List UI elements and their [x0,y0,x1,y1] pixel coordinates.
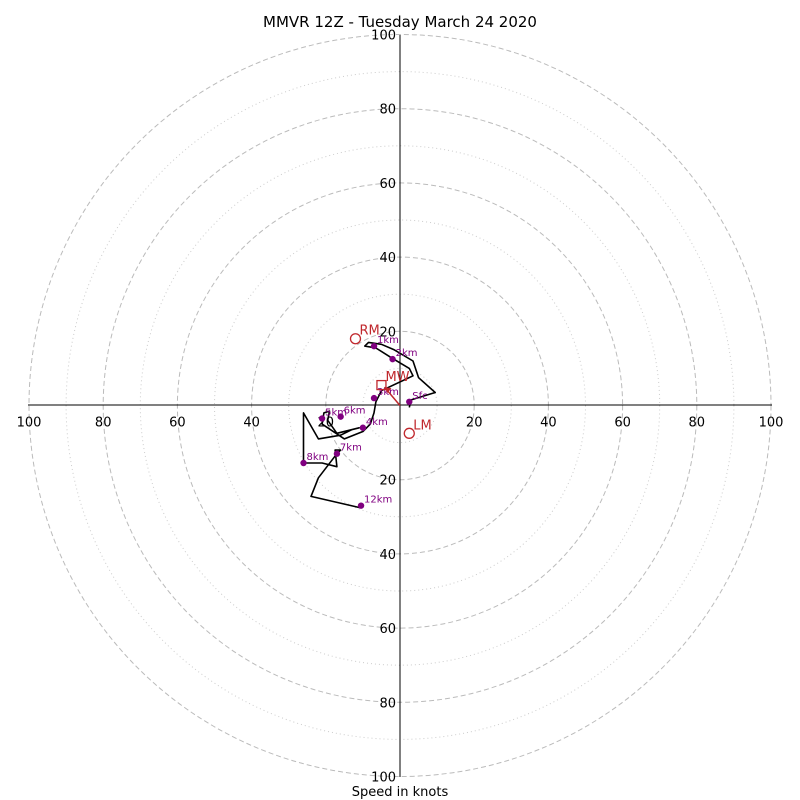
storm-motion-marker-LM [403,427,415,439]
height-point-4km [359,424,367,431]
height-label-7km: 7km [340,443,362,454]
tick-top-20: 20 [379,325,396,340]
tick-right-80: 80 [689,416,706,431]
height-point-12km [357,502,365,509]
height-point-Sfc [406,398,413,405]
tick-right-100: 100 [759,416,784,431]
height-point-1km [370,342,378,350]
tick-bottom-80: 80 [379,696,396,711]
tick-top-80: 80 [379,103,396,118]
height-label-Sfc: Sfc [412,391,427,402]
height-label-4km: 4km [366,417,388,428]
height-point-5km [318,415,326,422]
height-label-8km: 8km [307,452,329,463]
tick-bottom-20: 20 [379,474,396,489]
tick-left-100: 100 [17,416,42,431]
storm-motion-label-LM: LM [413,418,431,433]
tick-top-40: 40 [379,251,396,266]
height-label-6km: 6km [344,406,366,417]
tick-right-40: 40 [540,416,557,431]
height-point-2km [389,355,396,363]
height-point-6km [337,413,344,420]
tick-left-60: 60 [169,416,186,431]
chart-title: MMVR 12Z - Tuesday March 24 2020 [263,13,537,31]
height-label-5km: 5km [325,407,347,418]
height-label-3km: 3km [377,387,399,398]
storm-motion-marker-MW [376,379,387,391]
storm-motion-label-RM: RM [359,324,379,339]
height-point-3km [370,394,378,402]
height-point-7km [333,450,341,457]
x-axis-label: Speed in knots [352,785,449,800]
height-label-1km: 1km [377,335,399,346]
tick-left-80: 80 [95,416,112,431]
height-label-2km: 2km [396,348,418,359]
height-label-12km: 12km [364,495,392,506]
tick-top-60: 60 [379,177,396,192]
axes [28,35,772,777]
tick-bottom-60: 60 [379,622,396,637]
height-point-8km [300,459,307,467]
tick-right-20: 20 [466,416,483,431]
tick-left-40: 40 [243,416,260,431]
tick-top-100: 100 [371,29,396,44]
storm-motion-layer: RM LM MW [349,324,432,439]
storm-motion-label-MW: MW [385,370,409,385]
storm-motion-marker-RM [349,333,362,345]
tick-right-60: 60 [614,416,631,431]
tick-bottom-40: 40 [379,548,396,563]
tick-labels: 100 100 100 100 80 80 80 80 60 60 60 60 40 40 40 40 20 20… [17,29,784,786]
tick-bottom-100: 100 [371,771,396,786]
